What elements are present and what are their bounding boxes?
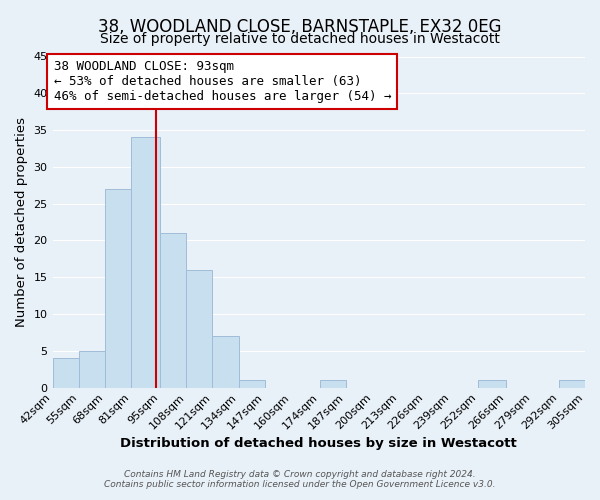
Bar bbox=[53, 358, 79, 388]
Text: Contains HM Land Registry data © Crown copyright and database right 2024.
Contai: Contains HM Land Registry data © Crown c… bbox=[104, 470, 496, 489]
Y-axis label: Number of detached properties: Number of detached properties bbox=[15, 117, 28, 327]
Text: Size of property relative to detached houses in Westacott: Size of property relative to detached ho… bbox=[100, 32, 500, 46]
Bar bbox=[105, 189, 131, 388]
Bar bbox=[320, 380, 346, 388]
Bar bbox=[131, 138, 160, 388]
Bar bbox=[79, 351, 105, 388]
Text: 38, WOODLAND CLOSE, BARNSTAPLE, EX32 0EG: 38, WOODLAND CLOSE, BARNSTAPLE, EX32 0EG bbox=[98, 18, 502, 36]
X-axis label: Distribution of detached houses by size in Westacott: Distribution of detached houses by size … bbox=[121, 437, 517, 450]
Bar bbox=[478, 380, 506, 388]
Bar bbox=[160, 233, 186, 388]
Bar bbox=[559, 380, 585, 388]
Bar bbox=[186, 270, 212, 388]
Bar bbox=[239, 380, 265, 388]
Bar bbox=[212, 336, 239, 388]
Text: 38 WOODLAND CLOSE: 93sqm
← 53% of detached houses are smaller (63)
46% of semi-d: 38 WOODLAND CLOSE: 93sqm ← 53% of detach… bbox=[53, 60, 391, 103]
